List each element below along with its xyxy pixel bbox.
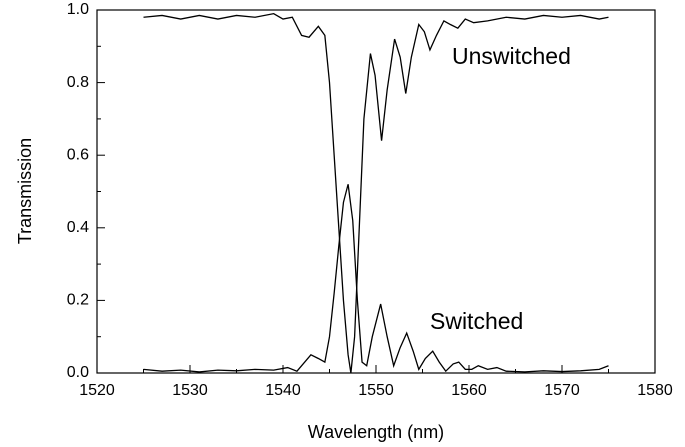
x-tick-label: 1550 [358,382,394,399]
y-tick-label: 0.6 [67,146,89,163]
x-axis-label: Wavelength (nm) [308,422,444,442]
x-tick-label: 1580 [637,382,673,399]
y-tick-label: 0.8 [67,74,89,91]
x-tick-label: 1530 [172,382,208,399]
series-line [143,184,609,373]
y-tick-label: 1.0 [67,1,89,18]
plot-frame [96,9,656,374]
series-line [143,12,609,374]
y-tick-label: 0.2 [67,292,89,309]
y-tick-label: 0.0 [67,364,89,381]
annotation: Switched [430,308,523,334]
x-tick-label: 1570 [544,382,580,399]
x-tick-label: 1560 [451,382,487,399]
x-tick-label: 1540 [265,382,301,399]
y-tick-label: 0.4 [67,219,89,236]
y-axis-label: Transmission [15,138,35,244]
x-tick-label: 1520 [79,382,115,399]
annotation: Unswitched [452,43,571,69]
